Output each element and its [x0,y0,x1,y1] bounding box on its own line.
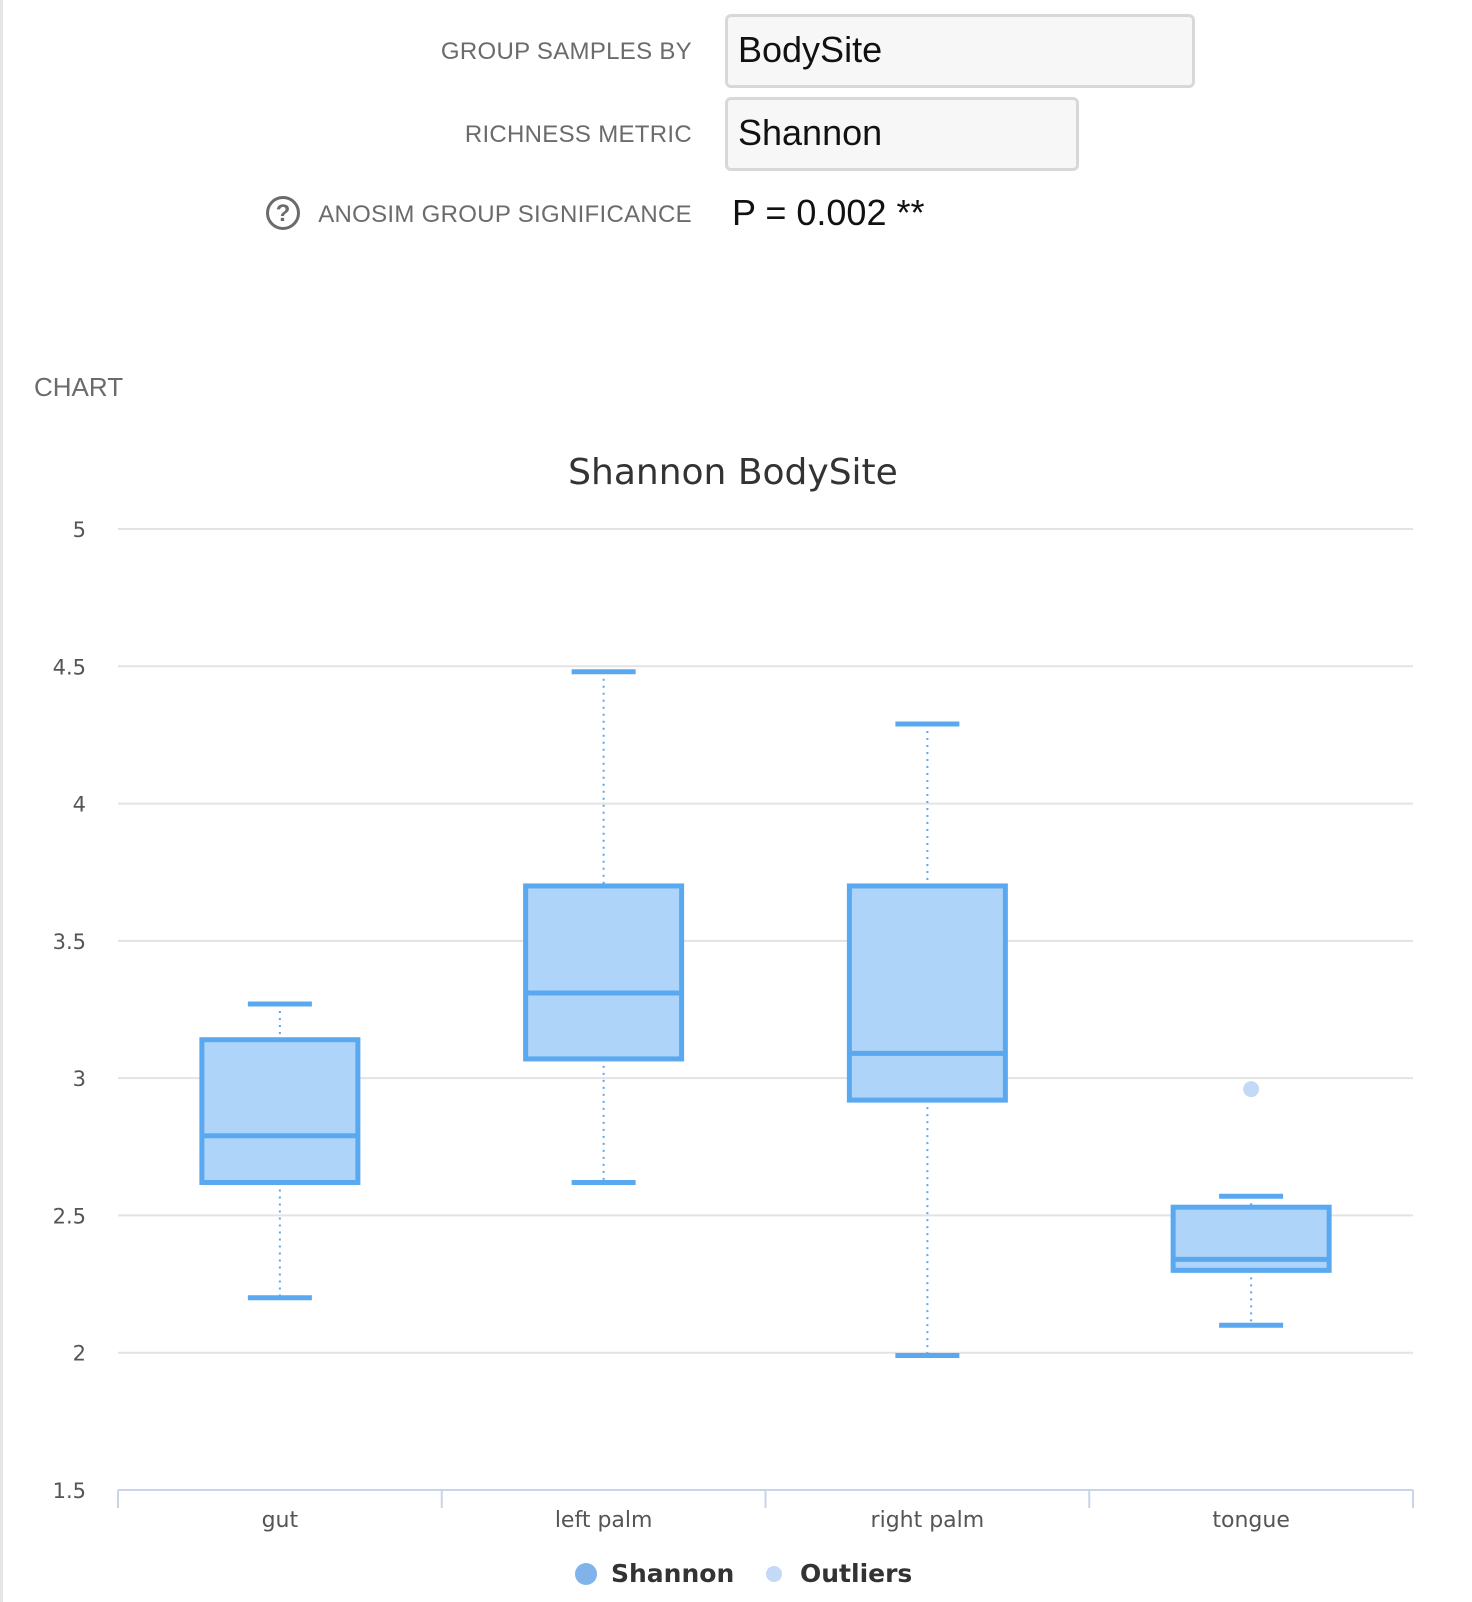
richness-metric-select[interactable]: Shannon [725,97,1079,171]
chart-section-label: CHART [34,372,124,402]
anosim-significance-label: ANOSIM GROUP SIGNIFICANCE [318,201,692,228]
iqr-box [199,1037,361,1185]
x-axis [117,1489,1414,1508]
y-tick-label: 2.5 [53,1204,86,1228]
iqr-box [523,883,685,1062]
y-tick-label: 2 [73,1342,86,1366]
chart-title: Shannon BodySite [568,452,898,493]
box-series [199,669,1332,1358]
box-right-palm[interactable] [846,721,1008,1358]
y-tick-label: 3.5 [53,930,86,954]
left-border [0,0,3,1602]
anosim-p-value: P = 0.002 ** [732,192,925,233]
x-tick-label: left palm [555,1508,653,1533]
x-tick-label: right palm [871,1508,985,1533]
y-tick-label: 4.5 [53,655,86,679]
legend-item-shannon[interactable]: Shannon [575,1559,734,1588]
y-tick-label: 5 [73,518,86,542]
legend[interactable]: Shannon Outliers [575,1559,912,1588]
box-gut[interactable] [199,1001,361,1301]
group-samples-by-label: GROUP SAMPLES BY [440,38,692,65]
y-tick-label: 3 [73,1067,86,1091]
legend-marker-shannon [575,1563,597,1585]
richness-metric-label: RICHNESS METRIC [464,121,692,148]
outlier-point[interactable] [1243,1081,1260,1098]
legend-marker-outliers [766,1566,782,1582]
iqr-box [846,883,1008,1103]
box-tongue[interactable] [1170,1193,1332,1328]
x-tick-label: tongue [1212,1508,1289,1533]
x-tick-label: gut [262,1508,299,1533]
group-samples-by-select[interactable]: BodySite [725,14,1195,88]
axis-labels: 1.5 2 2.5 3 3.5 4 4.5 5 gut left palm right palm to… [53,518,1290,1533]
legend-label-shannon: Shannon [611,1559,734,1588]
box-left-palm[interactable] [523,669,685,1185]
help-question-icon[interactable]: ? [266,196,300,230]
legend-label-outliers: Outliers [800,1559,912,1588]
legend-item-outliers[interactable]: Outliers [766,1559,912,1588]
y-tick-label: 1.5 [53,1479,86,1503]
y-tick-label: 4 [73,793,86,817]
